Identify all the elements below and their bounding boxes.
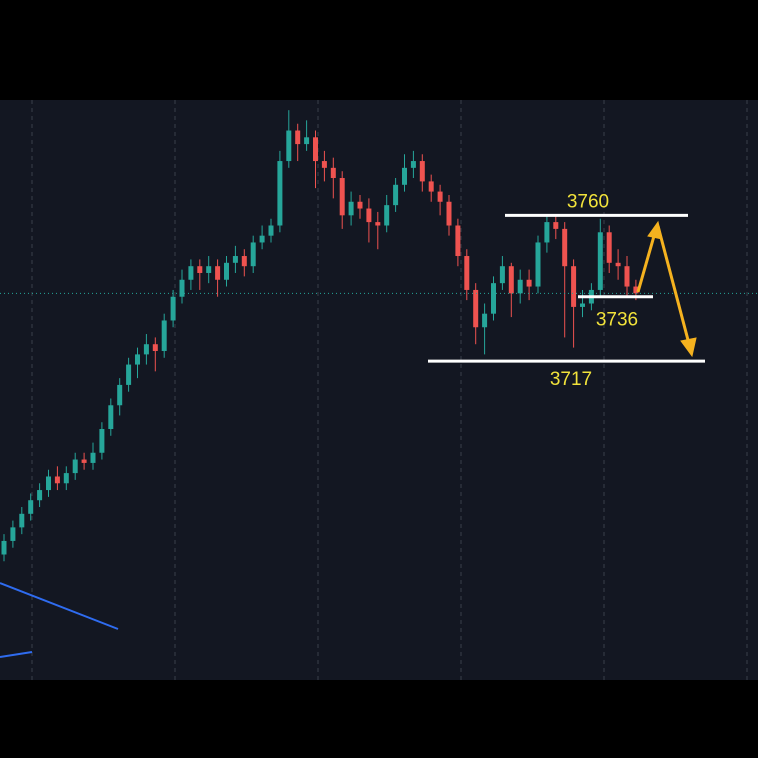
candle-body	[384, 205, 390, 226]
candle-body	[580, 303, 585, 307]
candle-body	[526, 279, 532, 287]
plot-area	[0, 100, 758, 680]
candle-body	[393, 184, 399, 206]
candle-body	[517, 279, 523, 294]
candle-body	[126, 364, 132, 385]
candle-body	[544, 222, 550, 243]
candle-body	[375, 222, 381, 226]
candle-body	[10, 527, 16, 541]
candle-body	[366, 208, 372, 223]
candle-body	[491, 283, 496, 314]
candle-body	[241, 256, 247, 267]
candle-body	[206, 266, 212, 273]
candle-body	[268, 225, 274, 236]
candle-body	[286, 130, 292, 162]
candle-body	[348, 201, 354, 216]
candle-body	[571, 266, 577, 307]
level-label: 3736	[596, 310, 638, 331]
candle-body	[81, 459, 87, 463]
candle-body	[63, 473, 69, 484]
candle-body	[313, 137, 318, 162]
candle-body	[170, 296, 176, 321]
candle-body	[339, 178, 345, 216]
candle-body	[455, 225, 461, 257]
candle-body	[152, 344, 158, 351]
candle-body	[410, 161, 416, 168]
candle-body	[295, 130, 301, 145]
candle-body	[437, 191, 443, 202]
candle-body	[553, 222, 559, 229]
candle-body	[161, 320, 167, 351]
candle-body	[46, 476, 51, 491]
candle-body	[179, 279, 185, 297]
candle-body	[232, 256, 238, 263]
candle-body	[108, 405, 114, 430]
projection-arrows	[636, 220, 697, 358]
candle-body	[19, 513, 25, 528]
candle-body	[419, 161, 425, 182]
candle-body	[37, 490, 43, 501]
candle-body	[28, 500, 34, 514]
candle-body	[1, 540, 7, 555]
candle-body	[72, 459, 78, 474]
arrow-head	[680, 337, 697, 358]
candle-body	[188, 266, 194, 280]
candle-body	[330, 167, 336, 179]
arrow-down	[656, 225, 690, 341]
candle-body	[446, 201, 452, 226]
candle-body	[250, 242, 256, 267]
candles	[1, 110, 639, 562]
level-label: 3760	[567, 191, 609, 212]
candle-body	[535, 242, 541, 287]
candle-body	[624, 266, 630, 287]
candle-body	[277, 161, 283, 226]
candle-body	[117, 384, 123, 406]
candle-body	[143, 344, 149, 355]
candle-body	[597, 232, 603, 290]
candle-body	[633, 286, 639, 294]
trend-lines	[0, 582, 119, 658]
candle-body	[428, 181, 434, 192]
candle-body	[357, 201, 363, 209]
level-label: 3717	[550, 369, 592, 390]
candle-body	[90, 452, 96, 463]
candle-body	[54, 476, 60, 484]
candle-body	[508, 266, 514, 294]
candle-body	[499, 266, 505, 284]
time-grid	[31, 100, 748, 680]
candle-body	[615, 262, 621, 267]
candle-body	[482, 313, 488, 328]
trend-line	[0, 582, 119, 630]
arrow-up	[636, 235, 656, 293]
candle-body	[321, 161, 327, 168]
candle-body	[99, 429, 105, 453]
candle-body	[464, 256, 470, 290]
candle-body	[473, 289, 479, 328]
candle-body	[259, 235, 265, 243]
candle-body	[215, 266, 221, 280]
trend-line	[0, 651, 33, 658]
candle-body	[606, 232, 612, 263]
candle-body	[224, 262, 229, 280]
candle-body	[197, 266, 203, 273]
candle-body	[304, 137, 310, 145]
candle-body	[402, 167, 407, 185]
candle-body	[135, 354, 140, 365]
levels: 3760 3736 3717	[0, 191, 758, 390]
candle-body	[562, 228, 568, 267]
